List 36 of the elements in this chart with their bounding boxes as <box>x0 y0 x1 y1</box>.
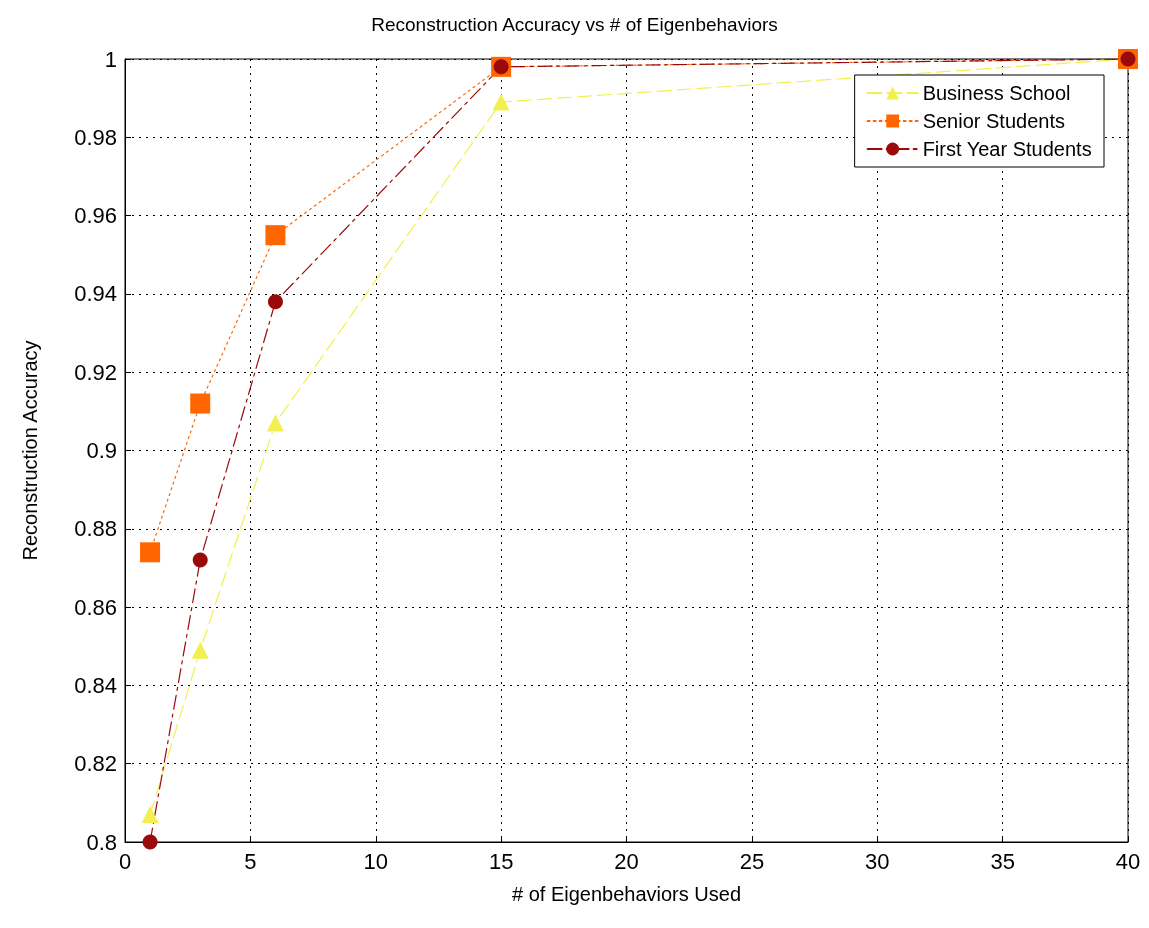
point <box>140 542 161 563</box>
point <box>265 225 286 246</box>
point <box>190 393 211 414</box>
y-tick-label: 0.92 <box>74 359 117 385</box>
y-axis-title: Reconstruction Accuracy <box>19 340 41 561</box>
x-tick-label: 20 <box>614 848 639 874</box>
point <box>191 641 209 659</box>
x-tick-label: 10 <box>363 848 388 874</box>
legend-label: Business School <box>922 82 1071 104</box>
x-tick-label: 25 <box>739 848 765 874</box>
legend-label: Senior Students <box>922 110 1065 132</box>
point <box>142 834 158 850</box>
y-tick-label: 0.82 <box>74 751 117 777</box>
y-tick-label: 0.94 <box>74 281 117 307</box>
y-tick-label: 0.8 <box>86 829 117 855</box>
y-tick-label: 0.96 <box>74 203 117 229</box>
chart-title: Reconstruction Accuracy vs # of Eigenbehaviors <box>371 14 778 35</box>
x-tick-label: 35 <box>990 848 1015 874</box>
point <box>192 552 208 568</box>
x-tick-label: 30 <box>865 848 890 874</box>
point <box>141 806 159 824</box>
x-tick-label: 40 <box>1115 848 1141 874</box>
legend-label: First Year Students <box>922 138 1092 160</box>
x-axis-title: # of Eigenbehaviors Used <box>511 883 742 905</box>
y-tick-label: 1 <box>104 46 117 72</box>
point <box>492 93 510 111</box>
y-tick-label: 0.84 <box>74 672 117 698</box>
point <box>267 294 283 310</box>
x-tick-label: 0 <box>118 848 132 874</box>
y-tick-label: 0.9 <box>86 438 117 463</box>
x-tick-label: 5 <box>244 848 257 874</box>
y-tick-label: 0.98 <box>74 124 117 150</box>
point <box>266 414 284 432</box>
y-tick-label: 0.86 <box>74 594 117 620</box>
x-tick-label: 15 <box>488 848 514 874</box>
y-tick-label: 0.88 <box>74 516 117 542</box>
